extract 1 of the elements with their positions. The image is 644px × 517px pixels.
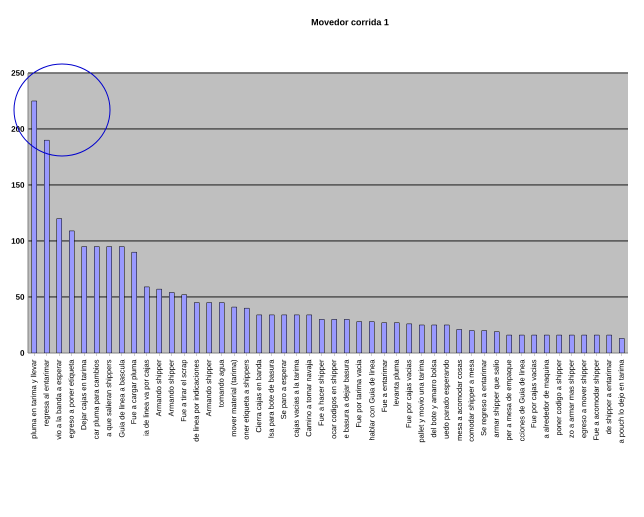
chart-title: Movedor corrida 1 xyxy=(312,18,389,26)
